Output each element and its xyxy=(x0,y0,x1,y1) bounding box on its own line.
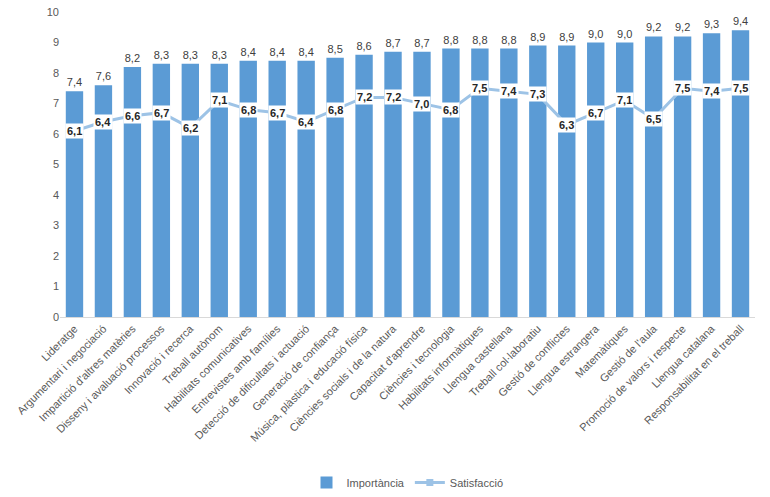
svg-text:6,4: 6,4 xyxy=(95,116,111,128)
svg-text:Llengua castellana: Llengua castellana xyxy=(441,322,515,396)
svg-text:Entrevistes amb famílies: Entrevistes amb famílies xyxy=(189,322,283,416)
svg-text:9,3: 9,3 xyxy=(704,18,719,30)
svg-text:7,4: 7,4 xyxy=(501,85,517,97)
svg-text:6,5: 6,5 xyxy=(646,113,661,125)
svg-text:Responsabilitat en el treball: Responsabilitat en el treball xyxy=(642,323,746,427)
svg-text:8,4: 8,4 xyxy=(241,46,256,58)
svg-text:7,2: 7,2 xyxy=(386,91,401,103)
svg-text:7,1: 7,1 xyxy=(212,94,227,106)
svg-text:8,3: 8,3 xyxy=(183,49,198,61)
svg-text:9,4: 9,4 xyxy=(733,15,748,27)
svg-text:10: 10 xyxy=(47,6,59,18)
svg-text:8,6: 8,6 xyxy=(356,40,371,52)
svg-text:6,7: 6,7 xyxy=(270,107,285,119)
svg-text:Importància: Importància xyxy=(347,477,405,489)
svg-text:7,5: 7,5 xyxy=(733,82,748,94)
svg-text:8,9: 8,9 xyxy=(530,31,545,43)
svg-text:8,8: 8,8 xyxy=(472,34,487,46)
svg-text:7: 7 xyxy=(53,97,59,109)
svg-text:9,2: 9,2 xyxy=(646,21,661,33)
svg-text:Llengua catalana: Llengua catalana xyxy=(649,322,717,390)
svg-text:8,4: 8,4 xyxy=(270,46,285,58)
svg-text:6,8: 6,8 xyxy=(241,104,256,116)
svg-text:6,6: 6,6 xyxy=(125,110,140,122)
svg-text:1: 1 xyxy=(53,280,59,292)
svg-text:Gestió de l'aula: Gestió de l'aula xyxy=(597,322,659,384)
svg-text:Gestió de conflictes: Gestió de conflictes xyxy=(496,322,573,399)
svg-text:0: 0 xyxy=(53,311,59,323)
svg-text:7,1: 7,1 xyxy=(617,94,632,106)
svg-text:8,7: 8,7 xyxy=(414,37,429,49)
svg-text:Habilitats informàtiques: Habilitats informàtiques xyxy=(396,322,486,412)
svg-text:6,7: 6,7 xyxy=(588,107,603,119)
svg-text:7,4: 7,4 xyxy=(704,85,720,97)
svg-text:8,4: 8,4 xyxy=(298,46,313,58)
svg-text:9,0: 9,0 xyxy=(588,28,603,40)
svg-text:Matemàtiques: Matemàtiques xyxy=(573,322,631,380)
svg-text:7,0: 7,0 xyxy=(414,98,429,110)
svg-text:Detecció de dificultats i actu: Detecció de dificultats i actuació xyxy=(192,323,311,442)
svg-text:8,7: 8,7 xyxy=(385,37,400,49)
svg-text:6,3: 6,3 xyxy=(559,119,574,131)
svg-text:Ciències i tecnologia: Ciències i tecnologia xyxy=(376,322,456,402)
svg-text:8,3: 8,3 xyxy=(154,49,169,61)
svg-text:5: 5 xyxy=(53,158,59,170)
svg-text:Argumentari i negociació: Argumentari i negociació xyxy=(15,323,109,417)
svg-text:8,2: 8,2 xyxy=(125,52,140,64)
svg-text:Llengua estrangera: Llengua estrangera xyxy=(526,322,602,398)
svg-text:Promoció de valors i respecte: Promoció de valors i respecte xyxy=(577,323,688,434)
svg-text:8,3: 8,3 xyxy=(212,49,227,61)
svg-text:6,1: 6,1 xyxy=(67,125,82,137)
svg-text:3: 3 xyxy=(53,219,59,231)
svg-text:6,8: 6,8 xyxy=(328,104,343,116)
svg-text:8,8: 8,8 xyxy=(501,34,516,46)
svg-text:9,0: 9,0 xyxy=(617,28,632,40)
svg-text:Treball autònom: Treball autònom xyxy=(160,323,224,387)
svg-text:9: 9 xyxy=(53,36,59,48)
svg-text:Satisfacció: Satisfacció xyxy=(450,477,503,489)
svg-text:Treball col·laboratiu: Treball col·laboratiu xyxy=(467,323,544,400)
svg-text:Capacitat d'aprendre: Capacitat d'aprendre xyxy=(347,323,427,403)
svg-text:Música, plàstica i educació fí: Música, plàstica i educació física xyxy=(248,322,370,444)
svg-text:Lideratge: Lideratge xyxy=(39,323,80,364)
svg-text:4: 4 xyxy=(53,189,59,201)
svg-text:6,8: 6,8 xyxy=(443,104,458,116)
svg-text:6,7: 6,7 xyxy=(154,107,169,119)
svg-text:2: 2 xyxy=(53,250,59,262)
svg-text:6: 6 xyxy=(53,128,59,140)
svg-text:6,4: 6,4 xyxy=(298,116,314,128)
svg-text:Innovació i recerca: Innovació i recerca xyxy=(122,322,196,396)
svg-text:7,5: 7,5 xyxy=(675,82,690,94)
svg-text:9,2: 9,2 xyxy=(675,21,690,33)
svg-text:7,3: 7,3 xyxy=(530,88,545,100)
svg-text:Generació de confiança: Generació de confiança xyxy=(250,322,341,413)
svg-text:8: 8 xyxy=(53,67,59,79)
svg-text:Ciències socials i de la natur: Ciències socials i de la natura xyxy=(287,322,399,434)
svg-text:Disseny i avaluació processos: Disseny i avaluació processos xyxy=(54,322,167,435)
svg-text:7,5: 7,5 xyxy=(472,82,487,94)
svg-text:7,2: 7,2 xyxy=(357,91,372,103)
svg-text:Impartició d'altres matèries: Impartició d'altres matèries xyxy=(37,322,139,424)
svg-text:8,8: 8,8 xyxy=(443,34,458,46)
svg-text:7,4: 7,4 xyxy=(67,76,82,88)
svg-text:Habilitats comunicatives: Habilitats comunicatives xyxy=(162,322,254,414)
svg-text:6,2: 6,2 xyxy=(183,122,198,134)
svg-text:7,6: 7,6 xyxy=(96,70,111,82)
svg-text:8,9: 8,9 xyxy=(559,31,574,43)
svg-text:8,5: 8,5 xyxy=(327,43,342,55)
